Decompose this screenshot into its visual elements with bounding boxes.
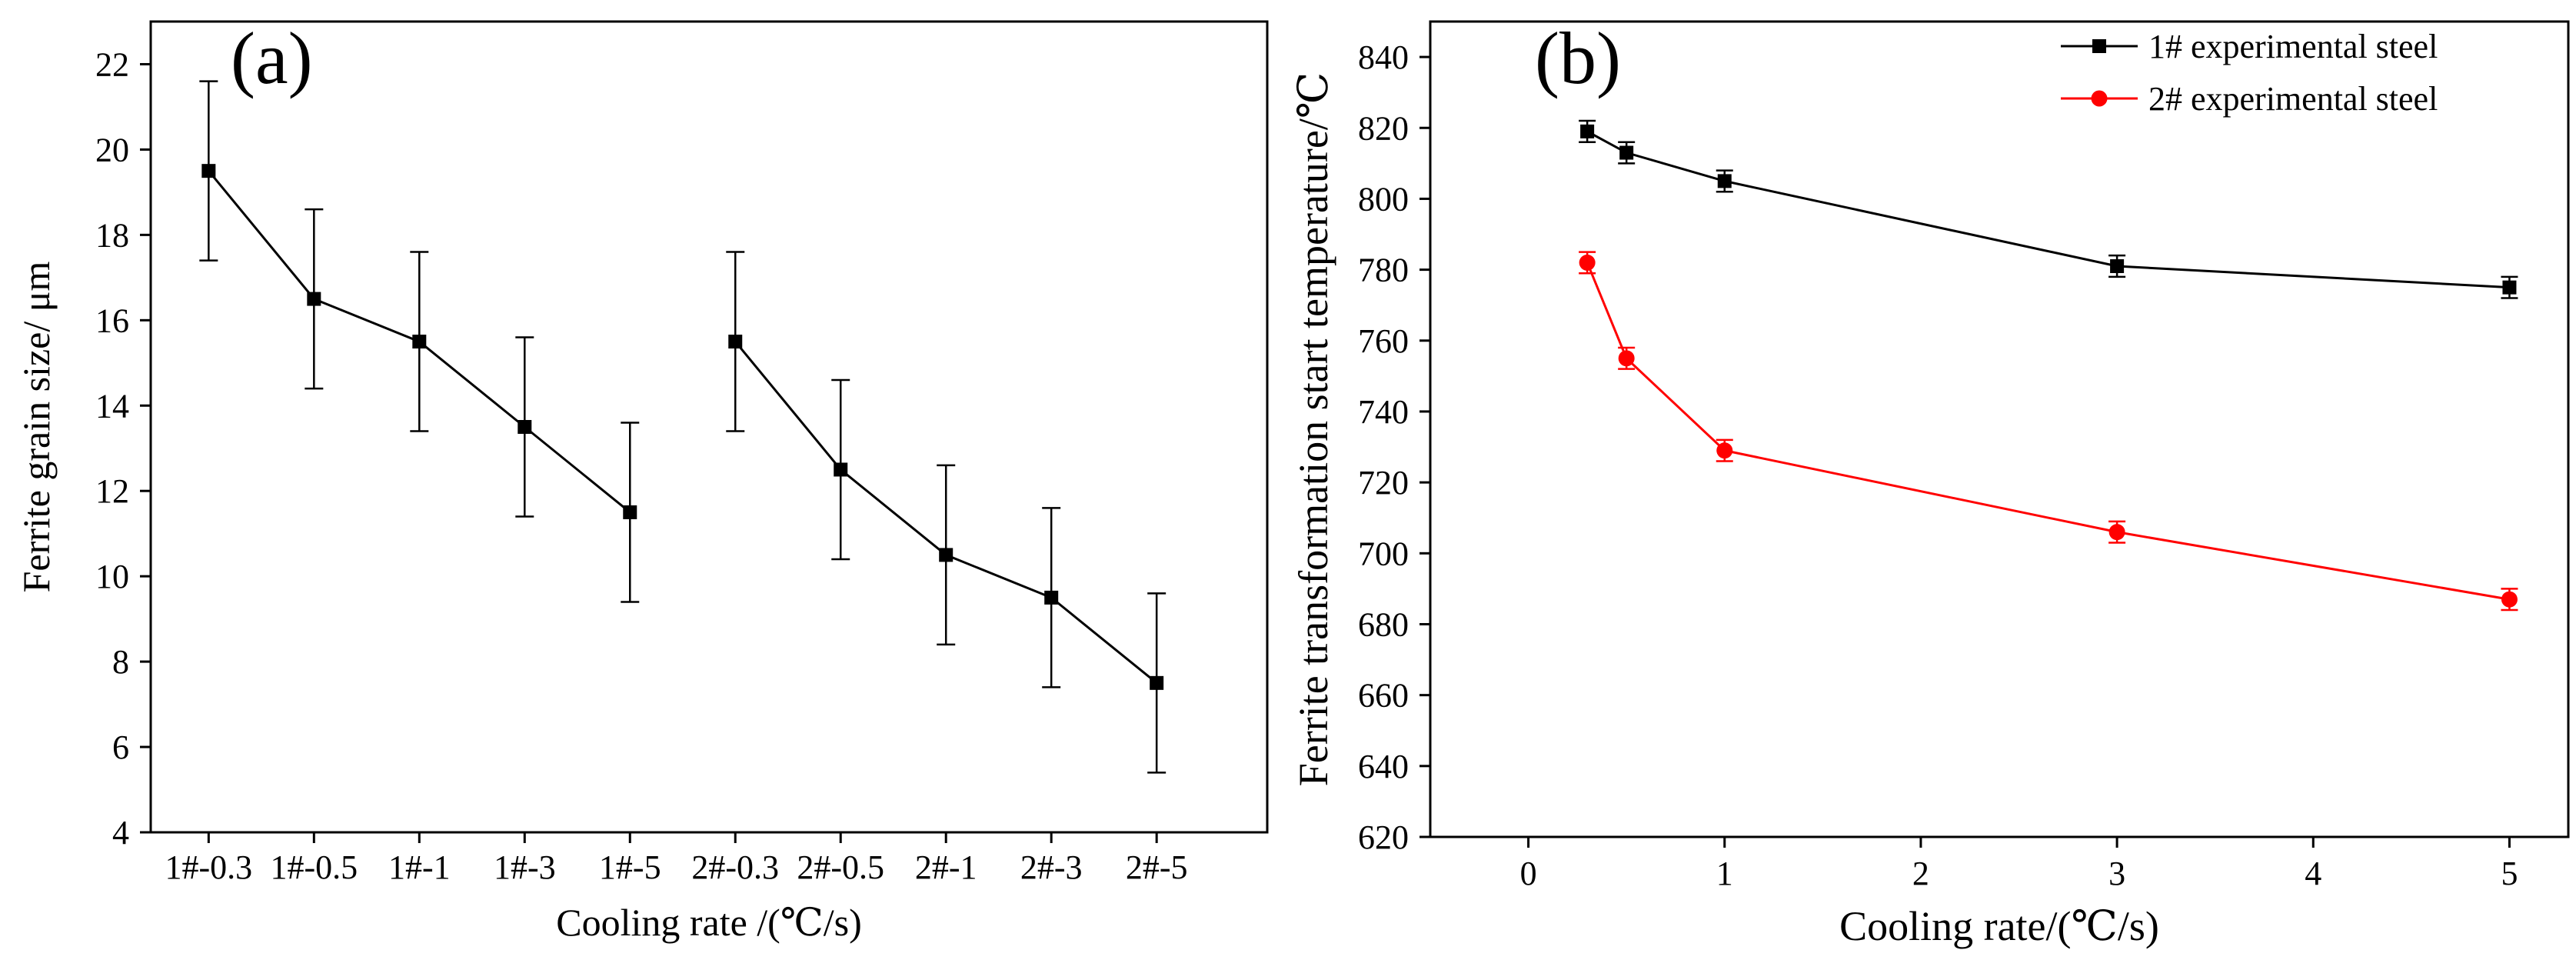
x-tick-label-a: 2#-0.3: [691, 848, 779, 886]
data-point-a: [728, 335, 743, 349]
y-tick-label-a: 18: [95, 216, 129, 254]
plot-frame-a: [149, 20, 1269, 834]
data-point-b-2: [2108, 524, 2125, 541]
legend-marker: [2092, 39, 2106, 53]
x-tick-label-b: 4: [2305, 855, 2321, 892]
y-tick-label-a: 6: [112, 728, 129, 766]
y-tick-label-a: 10: [95, 558, 129, 595]
y-tick-label-a: 20: [95, 131, 129, 168]
x-tick-label-b: 2: [1912, 855, 1929, 892]
y-tick-label-b: 820: [1358, 109, 1409, 147]
x-axis-label-a: Cooling rate /(℃/s): [556, 901, 862, 944]
series-line-b-2: [1586, 262, 2510, 601]
y-tick-label-b: 720: [1358, 464, 1409, 502]
y-tick-label-a: 16: [95, 302, 129, 339]
data-point-b-1: [1717, 174, 1732, 188]
data-point-b-1: [2110, 259, 2125, 273]
y-axis-label-b: Ferrite transformation start temperature…: [1290, 72, 1336, 787]
x-tick-label-a: 2#-5: [1126, 848, 1188, 886]
data-point-b-2: [2501, 591, 2518, 608]
x-tick-label-a: 1#-3: [494, 848, 556, 886]
data-point-a: [307, 292, 321, 306]
panel-label-b: (b): [1535, 17, 1621, 99]
x-tick-label-a: 2#-1: [915, 848, 977, 886]
data-point-b-1: [1619, 145, 1634, 160]
y-tick-label-a: 22: [95, 45, 129, 83]
y-tick-label-b: 620: [1358, 818, 1409, 856]
y-tick-label-b: 740: [1358, 393, 1409, 431]
data-point-b-1: [2502, 280, 2517, 295]
x-tick-label-a: 2#-3: [1020, 848, 1083, 886]
x-tick-label-b: 1: [1716, 855, 1733, 892]
panel-label-a: (a): [231, 17, 313, 99]
x-axis-label-b: Cooling rate/(℃/s): [1839, 903, 2159, 949]
y-tick-label-b: 840: [1358, 38, 1409, 76]
data-point-a: [1044, 590, 1059, 605]
x-tick-label-a: 1#-0.5: [270, 848, 358, 886]
y-tick-label-b: 760: [1358, 322, 1409, 360]
y-tick-label-b: 640: [1358, 748, 1409, 785]
x-tick-label-a: 2#-0.5: [797, 848, 884, 886]
y-tick-label-b: 800: [1358, 180, 1409, 218]
data-point-a: [412, 335, 427, 349]
x-tick-label-b: 3: [2108, 855, 2125, 892]
data-point-a: [623, 505, 637, 519]
data-point-a: [834, 462, 848, 477]
legend-label: 2# experimental steel: [2148, 80, 2438, 118]
y-tick-label-b: 680: [1358, 605, 1409, 643]
y-tick-label-b: 700: [1358, 535, 1409, 572]
data-point-a: [1150, 675, 1164, 690]
x-tick-label-b: 5: [2501, 855, 2518, 892]
data-point-b-2: [1618, 350, 1635, 367]
data-point-a: [518, 420, 532, 434]
plot-frame-b: [1429, 20, 2570, 838]
series-line-b-1: [1586, 130, 2510, 289]
data-point-b-1: [1580, 124, 1595, 138]
data-point-b-2: [1579, 254, 1596, 271]
data-point-a: [939, 548, 954, 562]
legend-label: 1# experimental steel: [2148, 28, 2438, 65]
y-tick-label-a: 4: [112, 814, 129, 852]
legend-marker: [2091, 90, 2108, 107]
y-tick-label-b: 660: [1358, 677, 1409, 715]
y-tick-label-a: 12: [95, 472, 129, 510]
x-tick-label-a: 1#-0.3: [165, 848, 253, 886]
x-tick-label-b: 0: [1520, 855, 1537, 892]
y-tick-label-b: 780: [1358, 252, 1409, 289]
y-tick-label-a: 8: [112, 643, 129, 681]
data-point-b-2: [1716, 442, 1733, 459]
x-tick-label-a: 1#-5: [599, 848, 661, 886]
data-point-a: [201, 164, 216, 178]
x-tick-label-a: 1#-1: [388, 848, 451, 886]
y-tick-label-a: 14: [95, 387, 129, 425]
y-axis-label-a: Ferrite grain size/ μm: [15, 261, 58, 592]
